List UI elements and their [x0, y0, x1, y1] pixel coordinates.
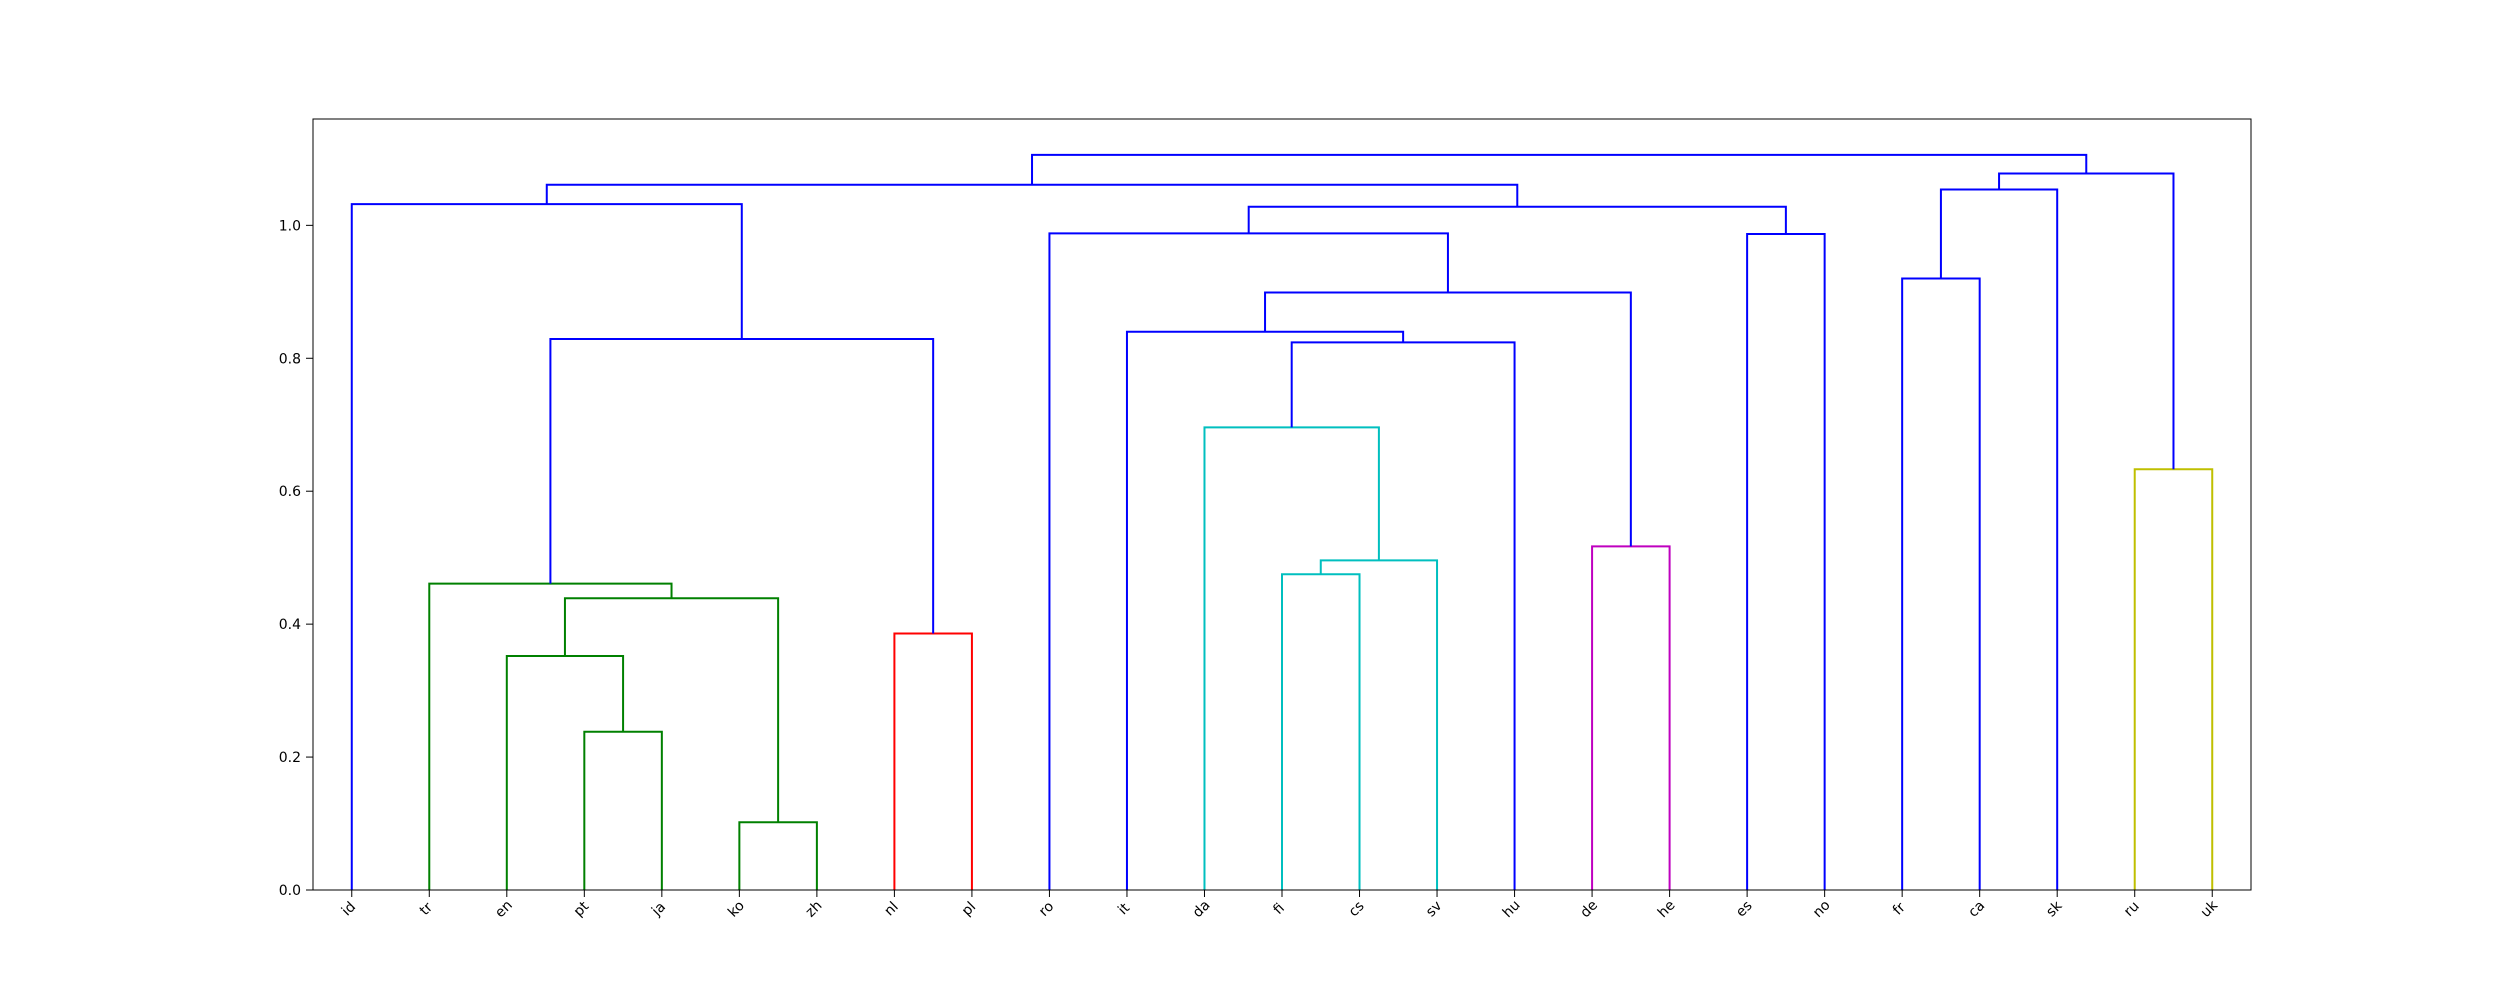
- dendrogram-link-w: [1998, 172, 2175, 470]
- dendrogram-link-m: [1125, 330, 1405, 890]
- leaf-label-ko: ko: [725, 898, 748, 921]
- leaf-label-ja: ja: [648, 899, 669, 920]
- dendrogram-link-n: [1591, 545, 1671, 890]
- leaf-label-nl: nl: [881, 899, 901, 919]
- dendrogram-link-r: [1247, 205, 1787, 234]
- dendrogram-link-a: [583, 730, 663, 890]
- dendrogram-link-u: [1939, 188, 2059, 890]
- leaf-label-pl: pl: [959, 899, 979, 919]
- leaf-label-es: es: [1733, 898, 1756, 921]
- dendrogram-link-t: [1901, 277, 1981, 890]
- leaf-label-tr: tr: [417, 899, 436, 918]
- dendrogram-link-j: [1319, 559, 1439, 890]
- dendrogram-link-e: [428, 582, 673, 890]
- dendrogram-link-c: [738, 821, 818, 890]
- dendrogram-link-i: [1281, 573, 1361, 890]
- dendrogram-link-l: [1290, 341, 1516, 890]
- dendrogram-link-k: [1203, 426, 1380, 890]
- dendrogram-links: [350, 153, 2214, 890]
- leaf-label-ru: ru: [2121, 898, 2143, 920]
- leaf-label-hu: hu: [1500, 897, 1524, 921]
- y-tick-label: 1.0: [279, 218, 301, 234]
- dendrogram-link-p: [1048, 232, 1449, 890]
- leaf-label-sk: sk: [2043, 897, 2066, 920]
- leaf-label-pt: pt: [571, 898, 593, 920]
- leaf-label-en: en: [492, 897, 516, 921]
- leaf-label-it: it: [1115, 900, 1133, 918]
- y-axis: 0.0 0.2 0.4 0.6 0.8 1.0: [279, 218, 313, 899]
- y-tick-label: 0.2: [279, 750, 301, 766]
- dendrogram-link-b: [505, 655, 625, 890]
- leaf-label-no: no: [1810, 897, 1834, 921]
- y-tick-label: 0.4: [279, 617, 301, 633]
- dendrogram-link-h: [350, 203, 743, 890]
- y-tick-label: 0.6: [279, 484, 301, 500]
- leaf-label-fr: fr: [1890, 900, 1909, 919]
- leaf-label-da: da: [1190, 897, 1214, 921]
- leaf-label-ca: ca: [1965, 898, 1988, 921]
- leaf-label-he: he: [1655, 897, 1679, 921]
- dendrogram-link-x: [1031, 153, 2088, 185]
- leaf-label-ro: ro: [1036, 899, 1057, 920]
- y-tick-label: 0.0: [279, 883, 301, 899]
- leaf-label-id: id: [339, 899, 359, 919]
- dendrogram-link-d: [563, 597, 780, 823]
- leaf-label-de: de: [1577, 897, 1601, 921]
- leaf-label-sv: sv: [1423, 898, 1445, 920]
- leaf-label-fi: fi: [1270, 900, 1288, 918]
- y-tick-label: 0.8: [279, 351, 301, 367]
- leaf-label-cs: cs: [1346, 898, 1368, 920]
- leaf-label-uk: uk: [2198, 897, 2222, 921]
- dendrogram-link-v: [2133, 468, 2214, 890]
- dendrogram-link-g: [549, 338, 935, 634]
- dendrogram-link-q: [1746, 232, 1826, 890]
- x-axis: id tr en pt ja ko zh nl pl ro it da fi cs sv hu de he es no…: [339, 890, 2222, 921]
- dendrogram-link-o: [1264, 291, 1632, 547]
- dendrogram-link-f: [893, 632, 973, 890]
- leaf-label-zh: zh: [803, 898, 826, 921]
- dendrogram-link-s: [545, 183, 1519, 207]
